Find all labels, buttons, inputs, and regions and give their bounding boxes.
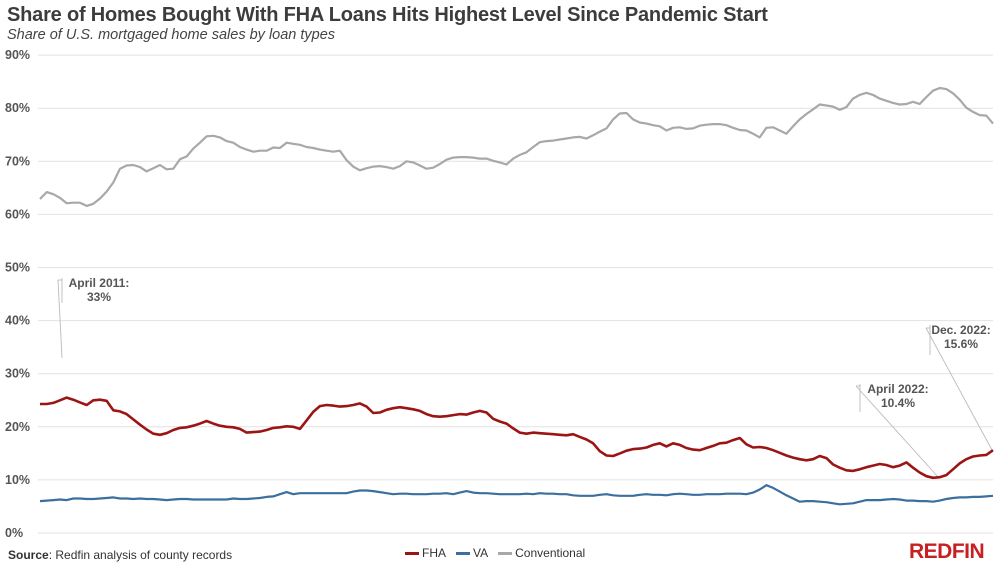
y-tick-label: 20% [5, 420, 30, 434]
chart-subtitle: Share of U.S. mortgaged home sales by lo… [7, 27, 336, 43]
redfin-logo: REDFIN [909, 540, 985, 563]
y-tick-label: 30% [5, 367, 30, 381]
annotation-leader-line [925, 327, 993, 451]
legend-item-fha: FHA [405, 546, 446, 560]
source-note: Source: Redfin analysis of county record… [8, 548, 232, 562]
gridlines [38, 54, 993, 534]
annotations: April 2011: 33% April 2022: 10.4% Dec. 2… [69, 276, 991, 410]
annotation-dec-2022-line1: Dec. 2022: [931, 323, 990, 337]
legend-item-conventional: Conventional [498, 546, 585, 560]
annotation-dec-2022-line2: 15.6% [944, 337, 978, 351]
legend-label-va: VA [473, 546, 489, 560]
annotation-leader-line [855, 385, 940, 479]
source-text: : Redfin analysis of county records [48, 548, 233, 562]
y-tick-label: 70% [5, 154, 30, 168]
series-line-va [39, 484, 994, 506]
y-tick-label: 10% [5, 473, 30, 487]
annotation-april-2011-line2: 33% [87, 290, 111, 304]
chart-title: Share of Homes Bought With FHA Loans Hit… [7, 4, 768, 26]
legend-label-fha: FHA [422, 546, 446, 560]
y-tick-label: 50% [5, 261, 30, 275]
annotation-leader-line [57, 279, 63, 359]
series-lines [39, 86, 994, 506]
source-label: Source [8, 548, 49, 562]
y-tick-label: 60% [5, 207, 30, 221]
conventional-swatch-icon [498, 551, 513, 555]
y-tick-label: 80% [5, 101, 30, 115]
annotation-april-2011-line1: April 2011: [69, 276, 130, 290]
legend-item-va: VA [456, 546, 488, 560]
series-line-fha [40, 396, 994, 480]
series-line-conventional [39, 86, 994, 207]
y-axis-ticks: 0% 10% 20% 30% 40% 50% 60% 70% 80% 90% [5, 48, 30, 540]
va-swatch-icon [456, 551, 470, 555]
legend-label-conventional: Conventional [515, 546, 586, 560]
y-tick-label: 40% [5, 314, 30, 328]
fha-swatch-icon [405, 551, 419, 555]
y-tick-label: 0% [5, 526, 23, 540]
legend: FHA VA Conventional [405, 546, 585, 560]
y-tick-label: 90% [5, 48, 30, 62]
annotation-leader-lines [57, 278, 993, 479]
annotation-april-2022-line1: April 2022: [867, 382, 928, 396]
annotation-april-2022-line2: 10.4% [881, 396, 915, 410]
